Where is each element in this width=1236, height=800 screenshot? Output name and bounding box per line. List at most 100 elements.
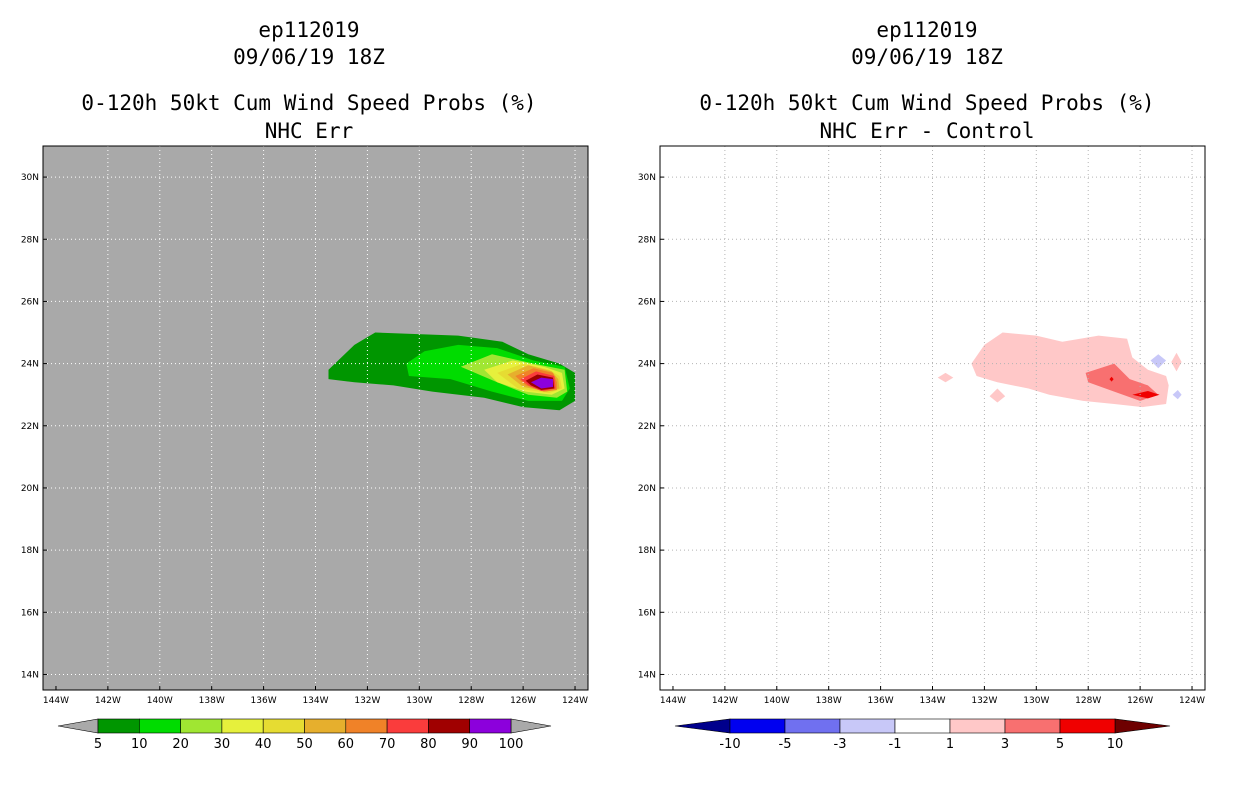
- prob-ylabel-14N: 14N: [21, 670, 39, 680]
- diff-colorbar-label-3: -1: [889, 737, 902, 752]
- prob-colorbar-label-5: 50: [296, 737, 313, 752]
- diff-colorbar-label-2: -3: [834, 737, 847, 752]
- prob-colorbar-label-2: 20: [172, 737, 189, 752]
- prob-colorbar-label-9: 90: [461, 737, 478, 752]
- right-title-storm-id: ep112019: [876, 18, 978, 42]
- diff-colorbar-swatch-0: [729, 718, 786, 734]
- diff-ylabel-30N: 30N: [638, 173, 656, 183]
- diff-ylabel-20N: 20N: [638, 484, 656, 494]
- prob-colorbar-swatch-6: [345, 718, 388, 734]
- prob-xlabel-130W: 130W: [406, 696, 432, 706]
- right-title-datetime: 09/06/19 18Z: [851, 45, 1003, 69]
- prob-ylabel-30N: 30N: [21, 173, 39, 183]
- diff-colorbar-label-1: -5: [779, 737, 792, 752]
- prob-xlabel-132W: 132W: [354, 696, 380, 706]
- left-title-product: 0-120h 50kt Cum Wind Speed Probs (%): [81, 91, 537, 115]
- left-title-datetime: 09/06/19 18Z: [233, 45, 385, 69]
- diff-colorbar-low-arrow: [674, 718, 731, 734]
- prob-colorbar-swatch-0: [97, 718, 140, 734]
- prob-colorbar-swatch-3: [221, 718, 264, 734]
- diff-ylabel-26N: 26N: [638, 297, 656, 307]
- prob-colorbar-swatch-5: [304, 718, 347, 734]
- diff-colorbar-label-5: 3: [1001, 737, 1009, 752]
- diff-contour-1-1: [989, 388, 1006, 403]
- diff-ylabel-22N: 22N: [638, 422, 656, 432]
- diff-xlabel-132W: 132W: [971, 696, 997, 706]
- left-title-storm-id: ep112019: [258, 18, 360, 42]
- prob-xlabel-124W: 124W: [562, 696, 588, 706]
- prob-colorbar-label-6: 60: [338, 737, 355, 752]
- diff-colorbar-label-6: 5: [1056, 737, 1064, 752]
- right-title-subtitle: NHC Err - Control: [819, 119, 1035, 143]
- prob-ylabel-28N: 28N: [21, 235, 39, 245]
- diff-contour-3-4: [1085, 363, 1159, 401]
- prob-xlabel-126W: 126W: [510, 696, 536, 706]
- diff-colorbar-high-arrow: [1114, 718, 1171, 734]
- prob-ylabel-18N: 18N: [21, 546, 39, 556]
- prob-colorbar-swatch-1: [139, 718, 181, 734]
- diff-contour-1-3: [1171, 352, 1182, 372]
- diff-ylabel-28N: 28N: [638, 235, 656, 245]
- diff-xlabel-124W: 124W: [1179, 696, 1205, 706]
- prob-xlabel-134W: 134W: [302, 696, 328, 706]
- prob-xlabel-144W: 144W: [43, 696, 69, 706]
- diff-colorbar-swatch-3: [894, 718, 951, 734]
- diff-ylabel-14N: 14N: [638, 670, 656, 680]
- prob-colorbar-label-7: 70: [379, 737, 396, 752]
- diff-contour-5-5: [1132, 391, 1160, 399]
- prob-colorbar-label-10: 100: [499, 737, 524, 752]
- right-title-product: 0-120h 50kt Cum Wind Speed Probs (%): [699, 91, 1155, 115]
- prob-colorbar-label-0: 5: [94, 737, 102, 752]
- left-title-subtitle: NHC Err: [264, 119, 354, 143]
- diff-ylabel-16N: 16N: [638, 608, 656, 618]
- diff-xlabel-136W: 136W: [868, 696, 894, 706]
- diff-xlabel-142W: 142W: [712, 696, 738, 706]
- diff-colorbar-label-0: -10: [719, 737, 740, 752]
- prob-colorbar-swatch-8: [428, 718, 470, 734]
- diff-xlabel-128W: 128W: [1075, 696, 1101, 706]
- prob-colorbar-low-arrow: [57, 718, 99, 734]
- diff-xlabel-138W: 138W: [816, 696, 842, 706]
- prob-colorbar-label-1: 10: [131, 737, 148, 752]
- prob-ylabel-20N: 20N: [21, 484, 39, 494]
- prob-colorbar-swatch-4: [262, 718, 305, 734]
- diff-xlabel-140W: 140W: [764, 696, 790, 706]
- diff-colorbar-swatch-1: [784, 718, 841, 734]
- diff-contour-1-2: [937, 372, 954, 383]
- diff-contour-5-6: [1109, 376, 1114, 382]
- prob-contour-90-9: [530, 377, 553, 389]
- prob-ylabel-16N: 16N: [21, 608, 39, 618]
- prob-colorbar-label-4: 40: [255, 737, 272, 752]
- diff-xlabel-144W: 144W: [660, 696, 686, 706]
- diff-xlabel-130W: 130W: [1023, 696, 1049, 706]
- prob-ylabel-22N: 22N: [21, 422, 39, 432]
- prob-xlabel-136W: 136W: [251, 696, 277, 706]
- diff-ylabel-24N: 24N: [638, 360, 656, 370]
- diff-colorbar-swatch-2: [839, 718, 896, 734]
- diff-ylabel-18N: 18N: [638, 546, 656, 556]
- prob-colorbar-swatch-9: [469, 718, 512, 734]
- prob-colorbar-label-8: 80: [420, 737, 437, 752]
- diff-xlabel-126W: 126W: [1127, 696, 1153, 706]
- diff-colorbar-swatch-4: [949, 718, 1006, 734]
- prob-colorbar-label-3: 30: [214, 737, 231, 752]
- prob-ylabel-24N: 24N: [21, 360, 39, 370]
- prob-xlabel-140W: 140W: [147, 696, 173, 706]
- diff-contour--1-8: [1172, 390, 1182, 400]
- diff-contour--1-7: [1150, 354, 1167, 369]
- prob-xlabel-138W: 138W: [199, 696, 225, 706]
- diff-colorbar-swatch-5: [1004, 718, 1061, 734]
- prob-colorbar-high-arrow: [510, 718, 552, 734]
- diff-contour-layer: [660, 146, 1205, 690]
- diff-xlabel-134W: 134W: [919, 696, 945, 706]
- prob-colorbar-swatch-7: [386, 718, 429, 734]
- prob-colorbar-swatch-2: [180, 718, 223, 734]
- prob-ylabel-26N: 26N: [21, 297, 39, 307]
- prob-contour-layer: [43, 146, 588, 690]
- diff-colorbar-label-4: 1: [946, 737, 954, 752]
- diff-colorbar-swatch-6: [1059, 718, 1116, 734]
- prob-xlabel-142W: 142W: [95, 696, 121, 706]
- prob-xlabel-128W: 128W: [458, 696, 484, 706]
- diff-colorbar-label-7: 10: [1107, 737, 1124, 752]
